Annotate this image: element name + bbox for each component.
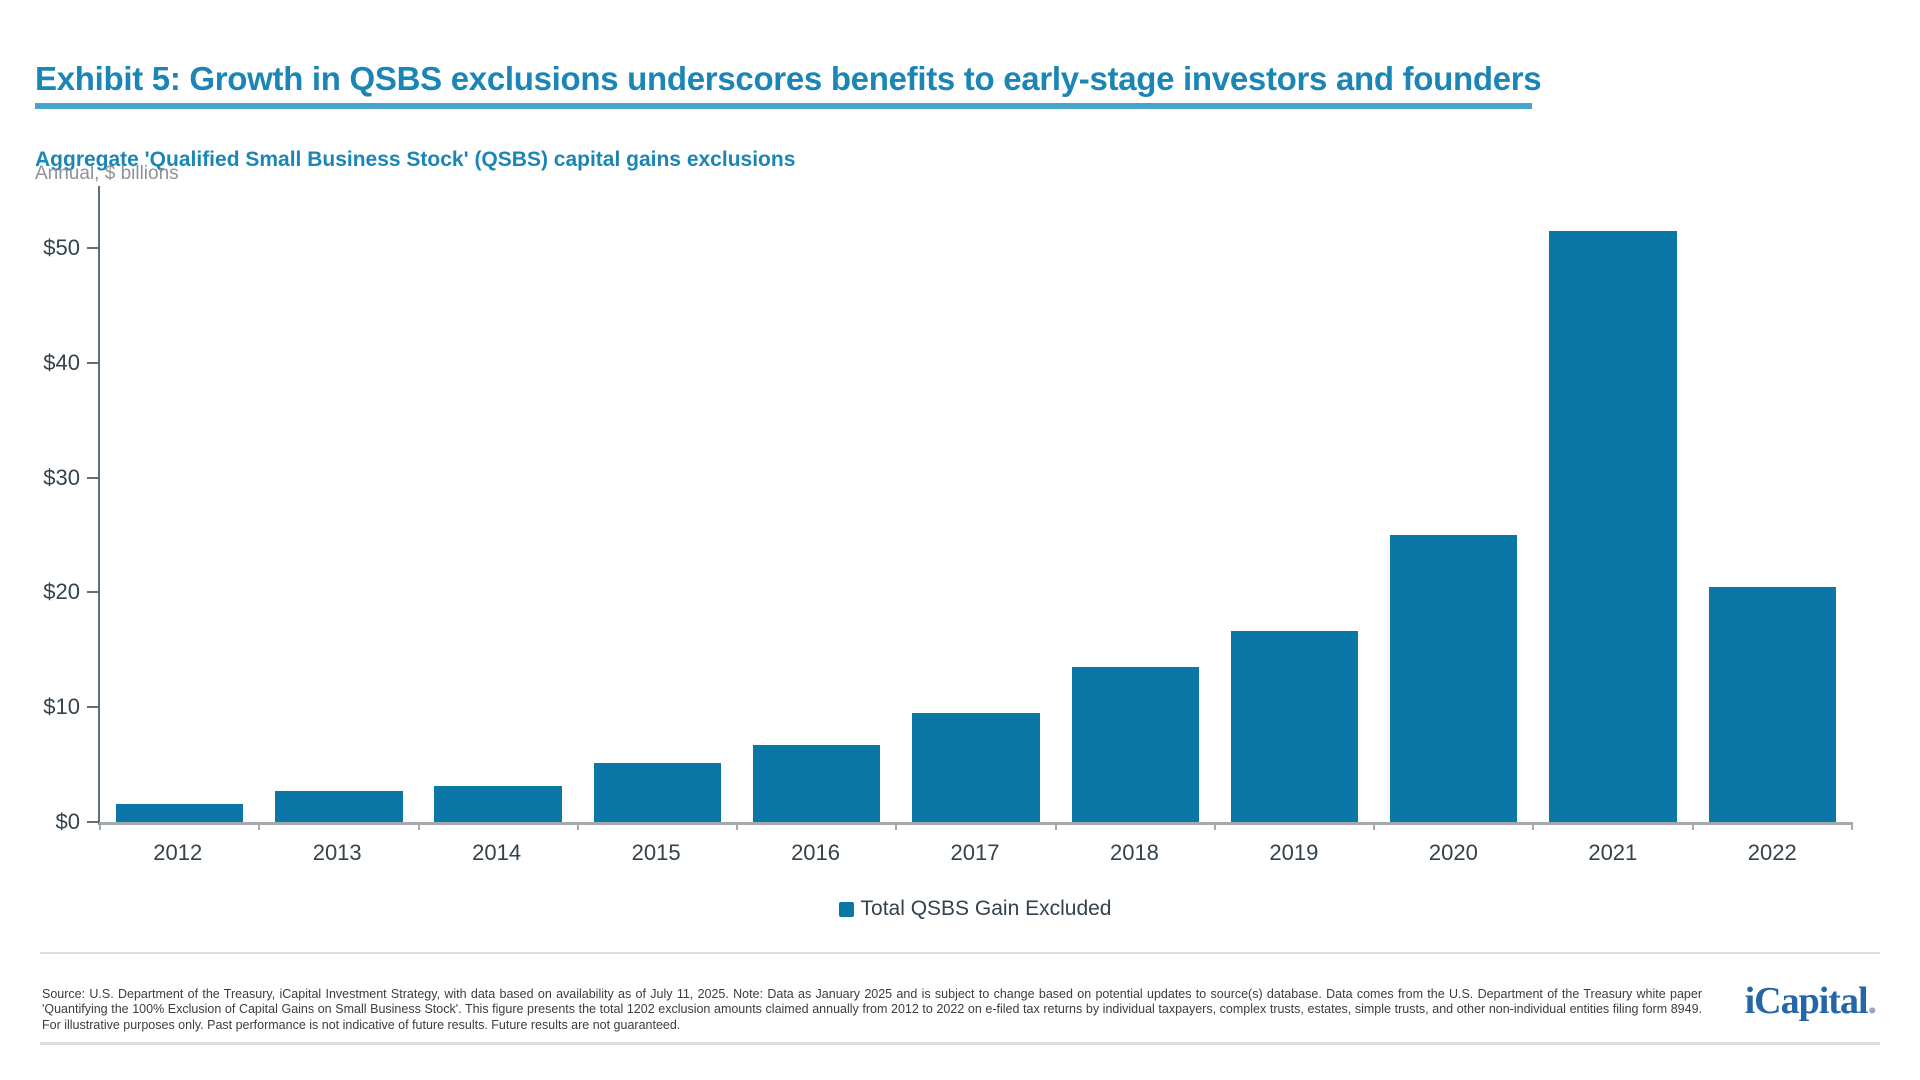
bar-slot xyxy=(1374,186,1533,822)
y-axis-tick-mark xyxy=(87,591,98,594)
y-axis-tick-label: $20 xyxy=(43,579,80,605)
legend-swatch-icon xyxy=(838,901,854,917)
bar-slot xyxy=(896,186,1055,822)
bar-2016 xyxy=(752,745,881,822)
x-axis-tick-label: 2013 xyxy=(312,840,362,865)
x-axis-tick-label: 2018 xyxy=(1109,840,1159,865)
footer-top-divider xyxy=(40,952,1880,954)
x-axis-tick-label: 2020 xyxy=(1428,840,1478,865)
y-axis-tick-mark xyxy=(87,247,98,249)
y-axis-tick-label: $40 xyxy=(43,349,80,375)
bar-2022 xyxy=(1708,586,1836,822)
bar-2020 xyxy=(1390,535,1518,822)
title-underline xyxy=(35,103,1532,109)
chart-legend: Total QSBS Gain Excluded xyxy=(98,897,1852,921)
x-axis-tick-label: 2015 xyxy=(631,840,681,865)
y-axis-tick-mark xyxy=(87,706,98,709)
icapital-logo-text: iCapital xyxy=(1744,980,1869,1022)
bar-2015 xyxy=(593,763,722,822)
x-axis-tick-mark xyxy=(99,822,101,830)
x-axis-tick-label: 2012 xyxy=(153,840,203,865)
source-note: Source: U.S. Department of the Treasury,… xyxy=(42,986,1702,1032)
y-axis-tick-mark xyxy=(87,361,98,364)
y-axis-tick-label: $10 xyxy=(43,694,80,720)
x-axis-tick-mark xyxy=(417,822,420,830)
bar-2014 xyxy=(434,786,562,822)
bar-2013 xyxy=(275,791,403,822)
bar-slot xyxy=(1533,186,1692,822)
x-axis-labels: 2012 2013 2014 2015 2016 2017 2018 2019 2020 2021… xyxy=(98,840,1852,866)
bar-series xyxy=(100,186,1852,822)
bar-chart-plot-area: $0 $10 $20 $30 $40 $50 xyxy=(43,186,1853,833)
bar-2021 xyxy=(1549,230,1677,822)
legend-label: Total QSBS Gain Excluded xyxy=(860,897,1112,920)
y-axis-tick-mark xyxy=(87,821,98,823)
x-axis-tick-mark xyxy=(258,822,261,830)
icapital-logo: iCapital. xyxy=(1744,980,1877,1022)
bar-slot xyxy=(1215,186,1374,822)
footer-bottom-divider xyxy=(40,1042,1880,1045)
x-axis-tick-mark xyxy=(1851,822,1853,830)
x-axis-tick-label: 2016 xyxy=(791,840,841,865)
y-axis-tick-label: $50 xyxy=(43,235,80,260)
bar-slot xyxy=(419,186,578,822)
y-axis-tick-mark xyxy=(87,476,98,479)
bar-2018 xyxy=(1071,667,1199,822)
bar-2017 xyxy=(912,712,1040,822)
bar-slot xyxy=(578,186,737,822)
bar-slot xyxy=(737,186,896,822)
y-axis-tick-label: $0 xyxy=(55,809,80,834)
bar-2019 xyxy=(1230,631,1359,822)
x-axis-tick-mark xyxy=(1054,822,1057,830)
x-axis-tick-mark xyxy=(1532,822,1535,830)
bar-slot xyxy=(1693,186,1852,822)
x-axis-tick-label: 2014 xyxy=(472,840,522,865)
x-axis-tick-label: 2019 xyxy=(1269,840,1319,865)
page-title: Exhibit 5: Growth in QSBS exclusions und… xyxy=(35,60,1542,98)
bar-slot xyxy=(100,186,259,822)
y-axis-tick-label: $30 xyxy=(43,464,80,490)
x-axis-tick-mark xyxy=(1373,822,1376,830)
bar-slot xyxy=(1056,186,1215,822)
chart-units-label: Annual, $ billions xyxy=(35,163,179,184)
x-axis-tick-label: 2021 xyxy=(1588,840,1638,865)
x-axis-tick-mark xyxy=(1213,822,1216,830)
x-axis-tick-label: 2017 xyxy=(950,840,1000,865)
x-axis-tick-label: 2022 xyxy=(1747,840,1797,865)
x-axis-tick-mark xyxy=(1691,822,1694,830)
x-axis-tick-mark xyxy=(736,822,739,830)
chart-title: Aggregate 'Qualified Small Business Stoc… xyxy=(35,148,796,172)
x-axis-tick-mark xyxy=(576,822,579,830)
bar-2012 xyxy=(115,803,244,822)
bar-slot xyxy=(259,186,418,822)
icapital-logo-period: . xyxy=(1867,980,1877,1022)
x-axis-tick-mark xyxy=(895,822,898,830)
